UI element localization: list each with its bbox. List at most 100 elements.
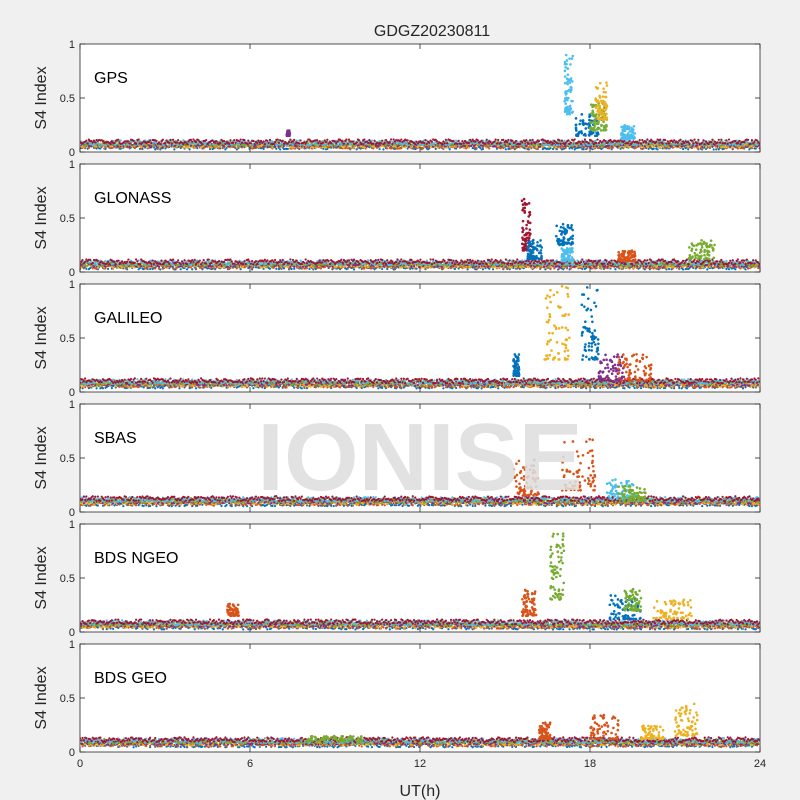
series-point [712, 148, 715, 151]
series-point [647, 142, 650, 146]
series-point [452, 140, 455, 143]
series-point [240, 141, 244, 144]
series-point [171, 138, 175, 141]
series-point [428, 141, 431, 144]
series-point [127, 143, 130, 147]
series-point [734, 268, 737, 271]
series-point [219, 141, 222, 144]
series-point [444, 143, 448, 147]
series-point [256, 141, 259, 144]
series-point [384, 143, 388, 147]
series-point [367, 141, 370, 145]
burst-point [595, 87, 599, 90]
series-point [150, 142, 153, 145]
series-point [610, 148, 613, 151]
burst-point [584, 127, 588, 130]
series-point [446, 142, 449, 145]
series-point [240, 145, 244, 148]
series-point [583, 138, 587, 141]
series-point [555, 141, 558, 145]
burst-point [605, 84, 609, 87]
series-point [197, 139, 200, 142]
series-point [434, 138, 437, 141]
series-point [710, 140, 713, 144]
series-point [252, 139, 255, 143]
series-point [369, 141, 372, 144]
burst-point [597, 115, 600, 119]
series-point [202, 141, 205, 144]
series-point [466, 268, 469, 271]
series-point [106, 267, 110, 270]
series-point [470, 140, 473, 143]
series-point [104, 143, 107, 147]
series-point [312, 146, 315, 149]
burst-point [563, 97, 567, 100]
burst-point [594, 105, 598, 109]
series-point [200, 141, 203, 144]
series-point [548, 143, 551, 146]
series-point [87, 138, 91, 141]
series-point [753, 140, 756, 143]
series-point [675, 143, 678, 146]
series-point [92, 139, 96, 142]
series-point [324, 146, 328, 149]
series-point [688, 142, 691, 145]
series-point [229, 139, 232, 142]
series-point [661, 147, 664, 150]
series-point [150, 145, 153, 148]
series-point [271, 146, 274, 149]
burst-point [574, 123, 578, 127]
series-point [537, 140, 541, 143]
series-point [318, 140, 321, 143]
series-point [701, 141, 704, 144]
burst-point [624, 134, 628, 137]
series-point [494, 138, 497, 141]
series-point [551, 147, 555, 151]
series-point [295, 139, 298, 142]
burst-point [592, 103, 595, 107]
series-point [453, 267, 456, 271]
series-point [736, 141, 740, 144]
series-point [330, 142, 333, 145]
burst-point [580, 130, 583, 133]
series-point [506, 141, 509, 144]
series-point [407, 145, 411, 148]
burst-point [598, 81, 602, 85]
burst-point [567, 110, 571, 114]
series-point [701, 145, 704, 148]
series-point [452, 145, 455, 148]
series-point [659, 146, 662, 149]
series-point [349, 266, 352, 269]
series-point [351, 140, 354, 143]
series-point [666, 140, 669, 143]
series-point [222, 145, 226, 148]
series-point [465, 147, 468, 150]
series-point [558, 139, 561, 142]
burst-point [582, 122, 585, 125]
series-point [118, 141, 121, 144]
series-point [157, 141, 161, 144]
series-point [664, 147, 667, 150]
series-point [480, 139, 483, 142]
series-point [679, 138, 682, 141]
burst-point [602, 129, 605, 132]
series-point [145, 144, 148, 147]
series-point [128, 142, 131, 145]
series-point [189, 144, 193, 147]
series-point [749, 142, 752, 146]
series-point [696, 144, 699, 147]
series-point [758, 142, 760, 145]
burst-point [580, 113, 584, 116]
series-point [433, 142, 436, 145]
series-point [363, 146, 366, 149]
burst-point [567, 96, 570, 100]
series-point [494, 145, 497, 148]
series-point [752, 142, 755, 145]
series-point [273, 140, 277, 144]
series-point [485, 138, 488, 141]
series-point [282, 142, 286, 145]
series-point [234, 144, 237, 147]
series-point [276, 138, 279, 141]
series-point [186, 268, 189, 271]
